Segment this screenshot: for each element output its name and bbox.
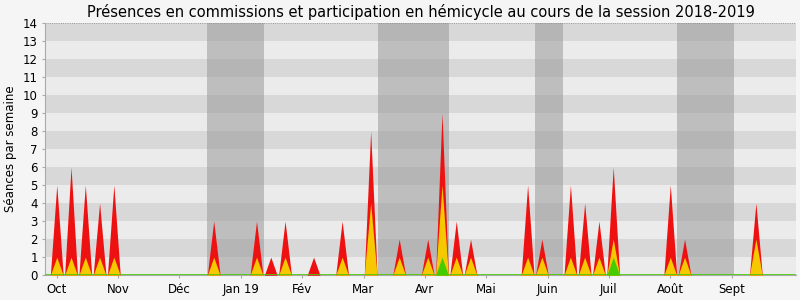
Bar: [46, 257, 796, 275]
Bar: [678, 23, 734, 275]
Bar: [46, 95, 796, 113]
Bar: [46, 59, 796, 77]
Bar: [534, 23, 563, 275]
Bar: [46, 221, 796, 239]
Bar: [46, 23, 796, 41]
Bar: [46, 239, 796, 257]
Bar: [46, 77, 796, 95]
Y-axis label: Séances par semaine: Séances par semaine: [4, 85, 17, 212]
Bar: [46, 113, 796, 131]
Bar: [46, 41, 796, 59]
Bar: [46, 203, 796, 221]
Bar: [46, 149, 796, 167]
Bar: [378, 23, 449, 275]
Bar: [46, 167, 796, 185]
Bar: [46, 131, 796, 149]
Bar: [206, 23, 264, 275]
Bar: [46, 185, 796, 203]
Title: Présences en commissions et participation en hémicycle au cours de la session 20: Présences en commissions et participatio…: [86, 4, 754, 20]
